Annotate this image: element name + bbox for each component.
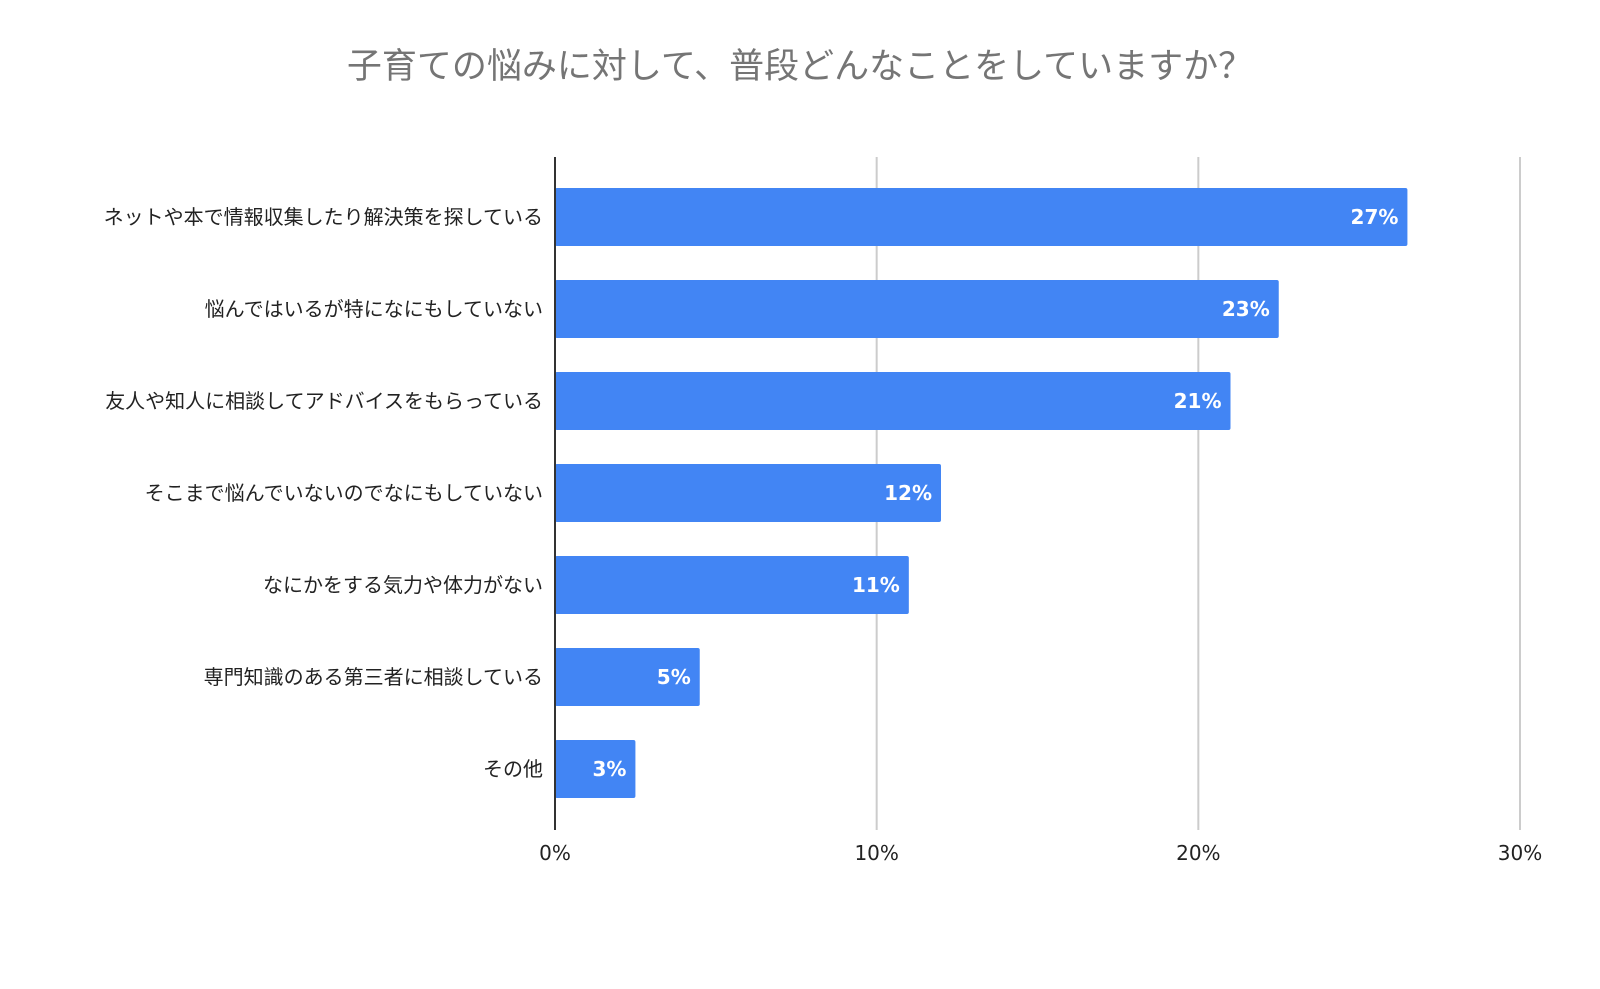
category-labels: ネットや本で情報収集したり解決策を探している悩んではいるが特になにもしていない友… (104, 205, 543, 781)
bar-value-label: 23% (1222, 297, 1270, 321)
bar (555, 464, 941, 522)
bar-value-label: 27% (1351, 205, 1399, 229)
bar (555, 556, 909, 614)
category-label: 悩んではいるが特になにもしていない (205, 297, 543, 321)
bar-value-label: 5% (657, 665, 691, 689)
bar (555, 188, 1408, 246)
category-label: そこまで悩んでいないのでなにもしていない (145, 481, 543, 505)
category-label: なにかをする気力や体力がない (263, 573, 543, 597)
category-label: ネットや本で情報収集したり解決策を探している (104, 205, 543, 229)
category-label: 専門知識のある第三者に相談している (204, 665, 543, 689)
bar-value-label: 12% (884, 481, 932, 505)
x-tick-label: 30% (1498, 841, 1542, 865)
chart-title: 子育ての悩みに対して、普段どんなことをしていますか？ (346, 47, 1254, 87)
x-tick-label: 0% (539, 841, 571, 865)
bar-value-label: 21% (1174, 389, 1222, 413)
category-label: 友人や知人に相談してアドバイスをもらっている (105, 389, 543, 413)
bar (555, 280, 1279, 338)
bar-value-label: 3% (592, 757, 626, 781)
bar-value-label: 11% (852, 573, 900, 597)
x-tick-label: 10% (854, 841, 898, 865)
bar (555, 648, 700, 706)
gridlines (875, 157, 1521, 830)
x-tick-label: 20% (1176, 841, 1220, 865)
x-axis-ticks: 0% 10% 20% 30% (539, 841, 1542, 865)
bar (555, 740, 636, 798)
bars: 27% 23% 21% 12% 11% 5% 3% (555, 188, 1408, 798)
category-label: その他 (483, 757, 543, 781)
bar (555, 372, 1231, 430)
